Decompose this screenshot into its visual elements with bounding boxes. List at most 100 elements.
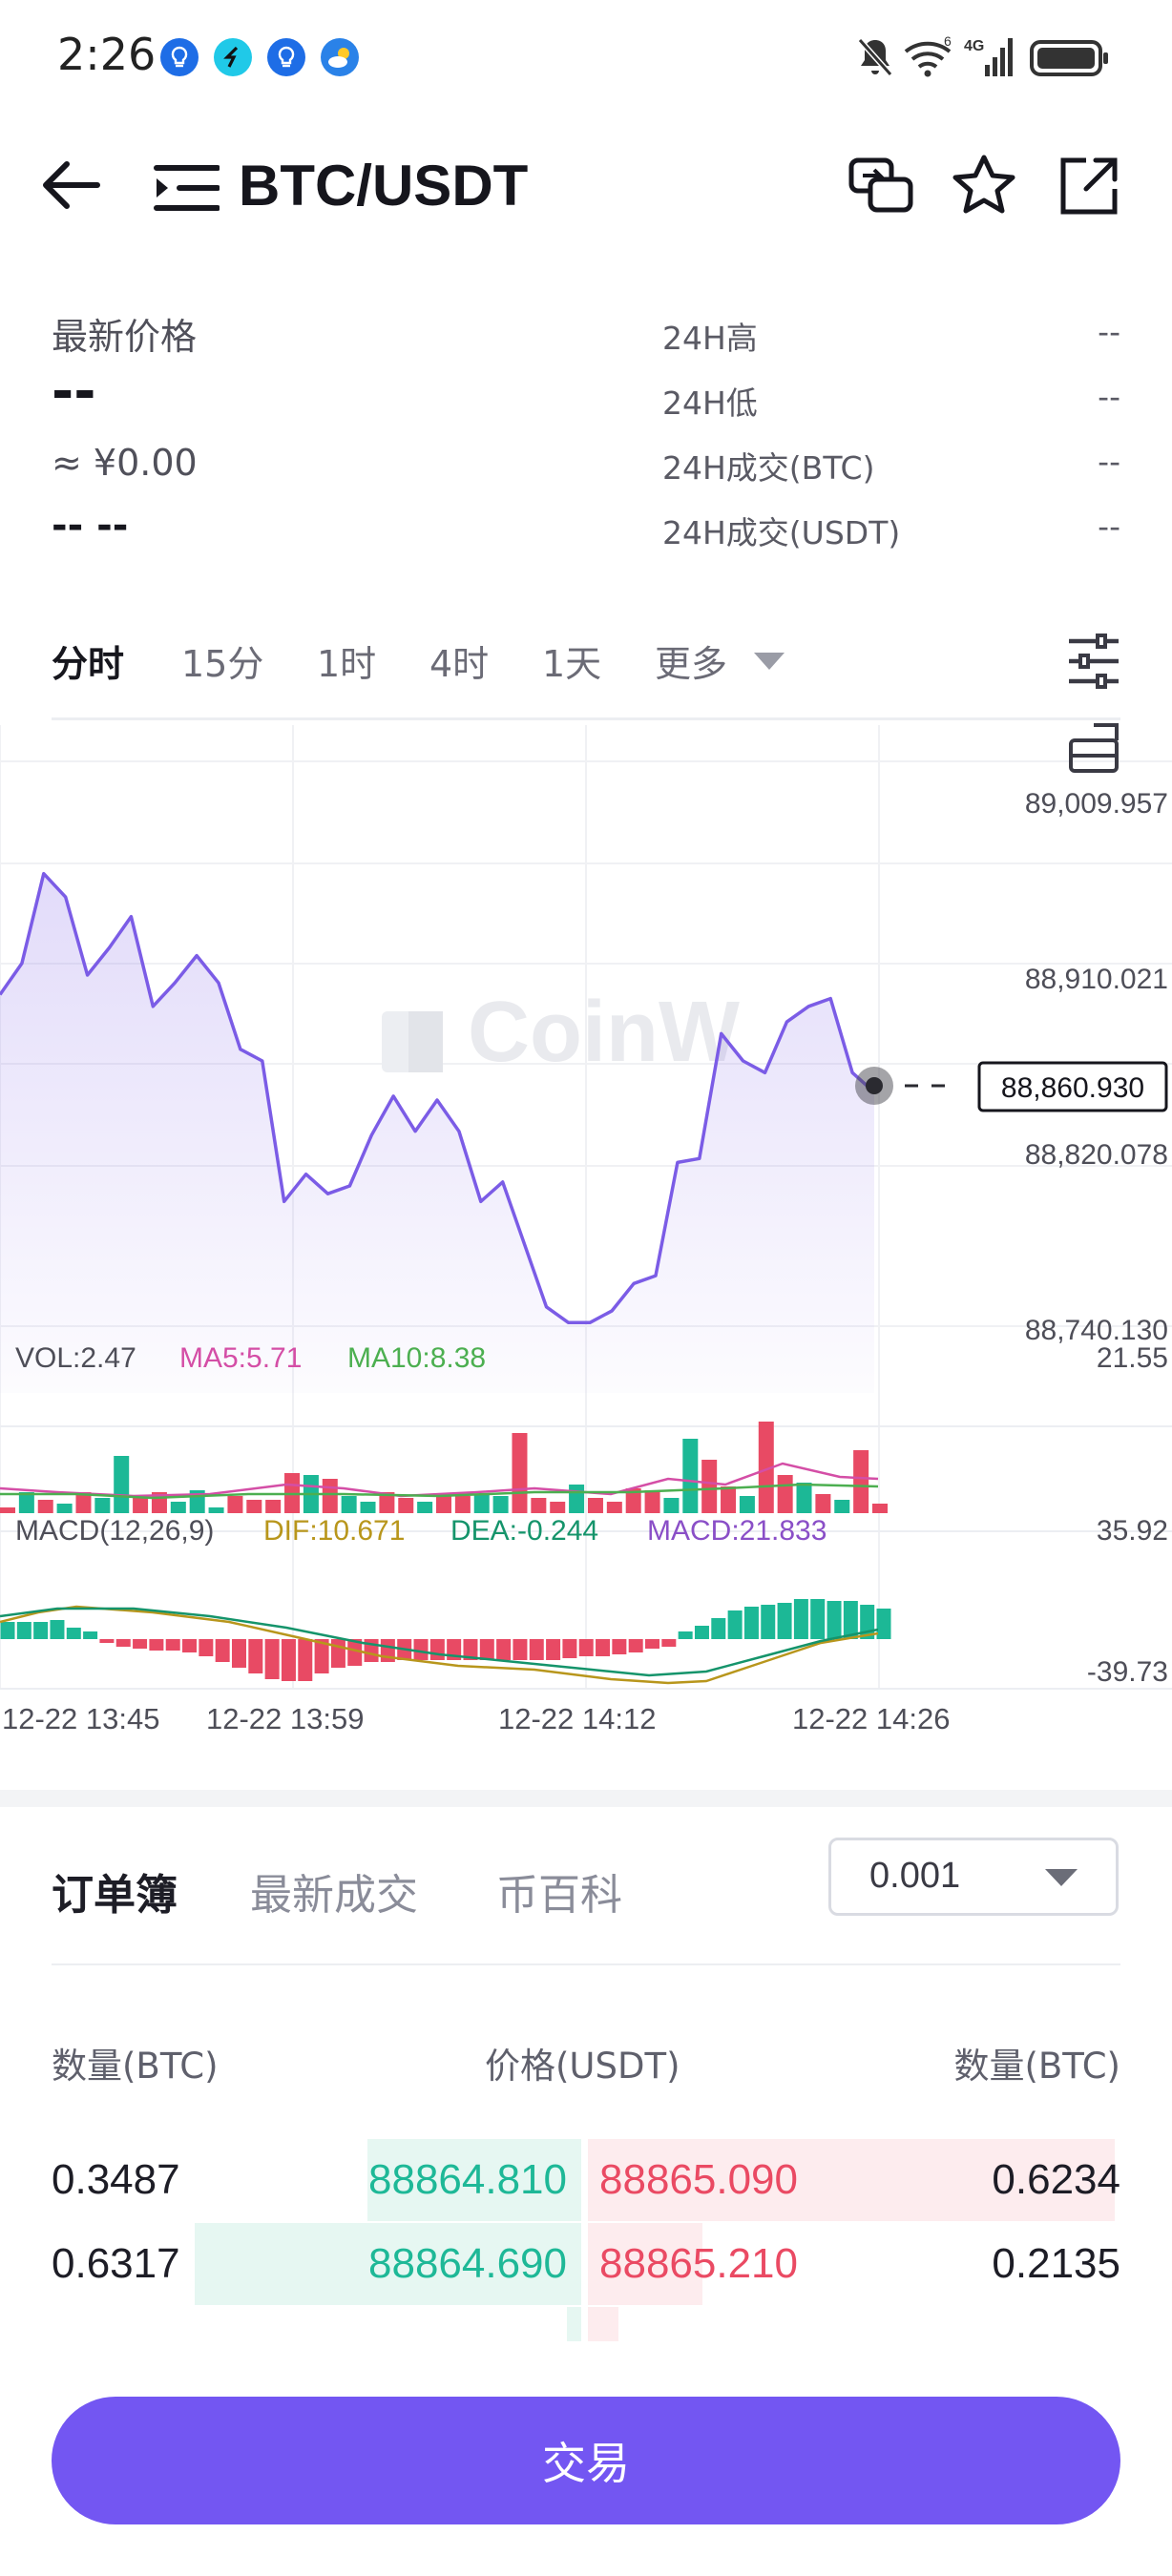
macd-bar [182, 1639, 198, 1652]
volume-bar [550, 1502, 566, 1513]
volume-bar [587, 1498, 603, 1513]
price-tick-label: 88,820.078 [1025, 1139, 1168, 1171]
column-header-bid-qty: 数量(BTC) [52, 2046, 219, 2087]
stat-high-label: 24H高 [662, 320, 758, 357]
macd-bar [562, 1639, 577, 1658]
bid-qty: 0.3487 [52, 2156, 180, 2203]
wifi-label: 6 [944, 34, 952, 49]
table-row[interactable]: 0.6317 88864.690 88865.210 0.2135 [0, 2223, 1172, 2305]
macd-bar [66, 1628, 81, 1639]
table-row-partial[interactable] [0, 2307, 1172, 2341]
volume-bar [758, 1422, 774, 1513]
volume-bars [0, 1422, 888, 1513]
volume-bar [75, 1492, 92, 1513]
chevron-down-icon [1045, 1869, 1078, 1892]
tab-timeframe-1d[interactable]: 1天 [542, 643, 602, 685]
macd-bar [546, 1639, 561, 1660]
macd-legend: MACD(12,26,9) DIF:10.671 DEA:-0.244 MACD… [15, 1515, 1168, 1688]
macd-bar [843, 1601, 858, 1639]
tab-timeframe-more[interactable]: 更多 [655, 643, 728, 685]
macd-bar [810, 1599, 826, 1639]
orderbook-list[interactable]: 0.3487 88864.810 88865.090 0.6234 0.6317… [0, 2137, 1172, 2341]
back-arrow-icon[interactable] [38, 156, 105, 214]
fullscreen-icon[interactable] [1067, 721, 1120, 779]
trade-button[interactable]: 交易 [52, 2397, 1120, 2524]
macd-lines [0, 1605, 879, 1685]
macd-bar [199, 1639, 214, 1656]
tab-latest-trades[interactable]: 最新成交 [250, 1871, 418, 1920]
volume-bar [18, 1492, 34, 1513]
macd-bar [429, 1639, 445, 1660]
macd-bar [743, 1607, 759, 1639]
current-price-marker: 88,860.930 [855, 1061, 1168, 1112]
price-chart[interactable]: CoinW 89,009.957 88,910.021 88,820.078 88,7… [0, 725, 1172, 1736]
time-label: 12-22 14:26 [792, 1702, 950, 1735]
precision-select[interactable]: 0.001 [828, 1838, 1119, 1916]
macd-bar [513, 1639, 528, 1660]
macd-bar [99, 1639, 115, 1643]
menu-list-icon[interactable] [153, 162, 220, 214]
precision-value: 0.001 [869, 1856, 961, 1896]
cny-value: ≈ ¥0.00 [52, 442, 198, 484]
bulb-icon [267, 38, 305, 76]
tab-coin-wiki[interactable]: 币百科 [496, 1871, 622, 1920]
macd-bar [215, 1639, 230, 1662]
macd-bar [264, 1639, 280, 1679]
bid-depth-bar [567, 2307, 581, 2341]
macd-bar [761, 1605, 776, 1639]
orderbook-divider [52, 1963, 1120, 1965]
ask-price: 88865.090 [599, 2156, 798, 2203]
tab-timeframe-1h[interactable]: 1时 [317, 643, 377, 685]
tab-timeframe-4h[interactable]: 4时 [429, 643, 490, 685]
table-row[interactable]: 0.3487 88864.810 88865.090 0.6234 [0, 2139, 1172, 2221]
volume-bar [94, 1498, 111, 1513]
stat-high-value: -- [1098, 313, 1120, 350]
share-icon[interactable] [1057, 155, 1120, 218]
macd-bar [529, 1639, 544, 1660]
swap-icon[interactable] [848, 156, 916, 216]
macd-bar [612, 1639, 627, 1654]
volume-bar [246, 1500, 262, 1513]
tab-timeframe-line[interactable]: 分时 [52, 643, 125, 685]
macd-value-label: MACD:21.833 [647, 1515, 827, 1547]
macd-bar [661, 1639, 677, 1647]
tab-orderbook[interactable]: 订单簿 [52, 1871, 178, 1920]
status-time: 2:26 [57, 29, 157, 80]
ma5-line [0, 1462, 879, 1498]
chart-settings-icon[interactable] [1065, 634, 1122, 693]
star-icon[interactable] [951, 153, 1017, 216]
macd-bar [463, 1639, 478, 1660]
volume-bar [663, 1498, 680, 1513]
macd-bar [777, 1603, 792, 1639]
macd-bar [83, 1631, 98, 1639]
weather-icon [321, 38, 359, 76]
chart-grid [0, 725, 1172, 1690]
stat-vol-usdt-value: -- [1098, 508, 1120, 545]
volume-bar [644, 1490, 660, 1513]
bid-qty: 0.6317 [52, 2240, 180, 2287]
macd-bar [149, 1639, 164, 1651]
volume-bar [682, 1439, 699, 1513]
macd-label: MACD(12,26,9) [15, 1515, 214, 1547]
watermark-text: CoinW [468, 985, 740, 1080]
ask-depth-bar [588, 2223, 702, 2305]
vol-label: VOL:2.47 [15, 1342, 136, 1374]
signal-icon: 4G [964, 34, 1017, 84]
volume-bar [569, 1485, 585, 1513]
macd-bar [16, 1622, 31, 1639]
volume-bar [114, 1456, 130, 1513]
volume-bar [208, 1507, 224, 1513]
stat-low-value: -- [1098, 378, 1120, 415]
macd-bar [694, 1626, 709, 1639]
macd-bar [827, 1601, 842, 1639]
macd-bar [314, 1639, 329, 1673]
bid-depth-bar [367, 2139, 581, 2221]
time-label: 12-22 13:45 [2, 1702, 159, 1735]
time-axis: 12-22 13:45 12-22 13:59 12-22 14:12 12-2… [2, 1702, 950, 1735]
chevron-down-icon[interactable] [754, 653, 785, 675]
change-value: -- -- [52, 504, 129, 548]
macd-bar [793, 1599, 808, 1639]
tab-timeframe-15m[interactable]: 15分 [181, 643, 264, 685]
volume-bar [360, 1502, 376, 1513]
price-area [0, 873, 874, 1393]
